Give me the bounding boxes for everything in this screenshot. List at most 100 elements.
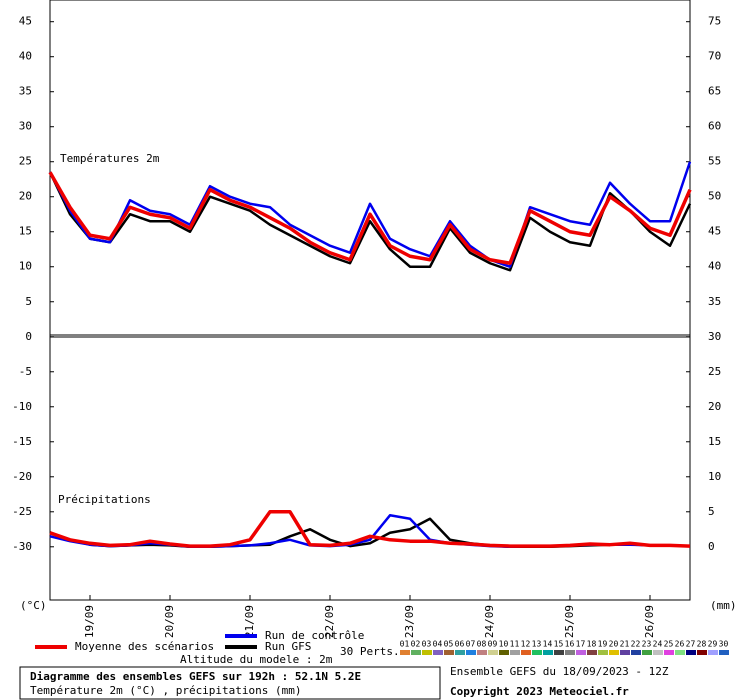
perturbation-swatch [653,650,663,655]
perturbation-number: 02 [411,640,421,649]
y-tick-label: -20 [12,470,32,483]
perturbation-number: 08 [477,640,487,649]
y2-tick-label: 70 [708,50,721,63]
y-tick-label: 15 [19,225,32,238]
y-tick-label: -5 [19,365,32,378]
y-tick-label: 35 [19,85,32,98]
x-tick-label: 21/09 [243,605,256,638]
perturbation-swatch [664,650,674,655]
perturbation-number: 05 [444,640,454,649]
perturbation-number: 21 [620,640,630,649]
perturbation-number: 17 [576,640,586,649]
y2-tick-label: 75 [708,15,721,28]
x-tick-label: 22/09 [323,605,336,638]
perturbation-swatch [455,650,465,655]
y2-tick-label: 15 [708,435,721,448]
perturbation-number: 13 [532,640,542,649]
perturbation-number: 28 [697,640,707,649]
y2-tick-label: 45 [708,225,721,238]
y2-tick-label: 65 [708,85,721,98]
panel-label: Précipitations [58,493,151,506]
perturbation-swatch [719,650,729,655]
y2-tick-label: 40 [708,260,721,273]
perturbation-swatch [488,650,498,655]
perturbation-swatch [697,650,707,655]
perturbation-swatch [411,650,421,655]
y-tick-label: 5 [25,295,32,308]
y-tick-label: 25 [19,155,32,168]
legend-label: Moyenne des scénarios [75,640,214,653]
info-box [19,666,441,700]
perturbation-number: 10 [499,640,509,649]
y2-tick-label: 20 [708,400,721,413]
perturbation-swatch [444,650,454,655]
perturbation-number: 23 [642,640,652,649]
perturbation-label: 30 Perts. [340,645,400,658]
series-line [48,171,692,272]
perturbation-swatch [499,650,509,655]
copyright: Copyright 2023 Meteociel.fr [450,685,629,698]
box-subtitle: Température 2m (°C) , précipitations (mm… [30,684,302,697]
legend-label: Run GFS [265,640,311,653]
perturbation-number: 06 [455,640,465,649]
y-tick-label: 10 [19,260,32,273]
perturbation-number: 26 [675,640,685,649]
perturbation-number: 18 [587,640,597,649]
plot-frame [49,0,691,601]
perturbation-swatch [477,650,487,655]
y-unit: (°C) [20,599,47,612]
perturbation-swatch [510,650,520,655]
perturbation-number: 29 [708,640,718,649]
perturbation-swatch [400,650,410,655]
y2-tick-label: 30 [708,330,721,343]
y-tick-label: -10 [12,400,32,413]
perturbation-swatch [565,650,575,655]
perturbation-swatch [631,650,641,655]
perturbation-swatch [466,650,476,655]
perturbation-number: 27 [686,640,696,649]
perturbation-number: 30 [719,640,729,649]
y-tick-label: -30 [12,540,32,553]
perturbation-swatch [521,650,531,655]
perturbation-swatch [433,650,443,655]
perturbation-swatch [598,650,608,655]
y-tick-label: 0 [25,330,32,343]
y2-tick-label: 60 [708,120,721,133]
perturbation-number: 04 [433,640,443,649]
y2-tick-label: 10 [708,470,721,483]
perturbation-number: 03 [422,640,432,649]
perturbation-number: 19 [598,640,608,649]
perturbation-swatch [422,650,432,655]
panel-label: Températures 2m [60,152,160,165]
perturbation-swatch [620,650,630,655]
box-title: Diagramme des ensembles GEFS sur 192h : … [30,670,361,683]
y-tick-label: -25 [12,505,32,518]
y2-tick-label: 50 [708,190,721,203]
legend-label: Run de contrôle [265,629,364,642]
x-tick-label: 23/09 [403,605,416,638]
y-tick-label: 30 [19,120,32,133]
perturbation-number: 07 [466,640,476,649]
perturbation-swatch [642,650,652,655]
perturbation-swatch [675,650,685,655]
perturbation-swatch [532,650,542,655]
perturbation-swatch [708,650,718,655]
perturbation-number: 24 [653,640,663,649]
altitude: Altitude du modele : 2m [180,653,333,666]
x-tick-label: 26/09 [643,605,656,638]
y-tick-label: -15 [12,435,32,448]
y-tick-label: 45 [19,15,32,28]
y-tick-label: 20 [19,190,32,203]
perturbation-number: 22 [631,640,641,649]
perturbation-number: 14 [543,640,553,649]
perturbation-swatch [554,650,564,655]
perturbation-swatch [576,650,586,655]
y2-unit: (mm) [710,599,737,612]
perturbation-swatch [543,650,553,655]
perturbation-swatch [587,650,597,655]
perturbation-number: 20 [609,640,619,649]
series-line [48,171,692,265]
y2-tick-label: 35 [708,295,721,308]
y2-tick-label: 55 [708,155,721,168]
